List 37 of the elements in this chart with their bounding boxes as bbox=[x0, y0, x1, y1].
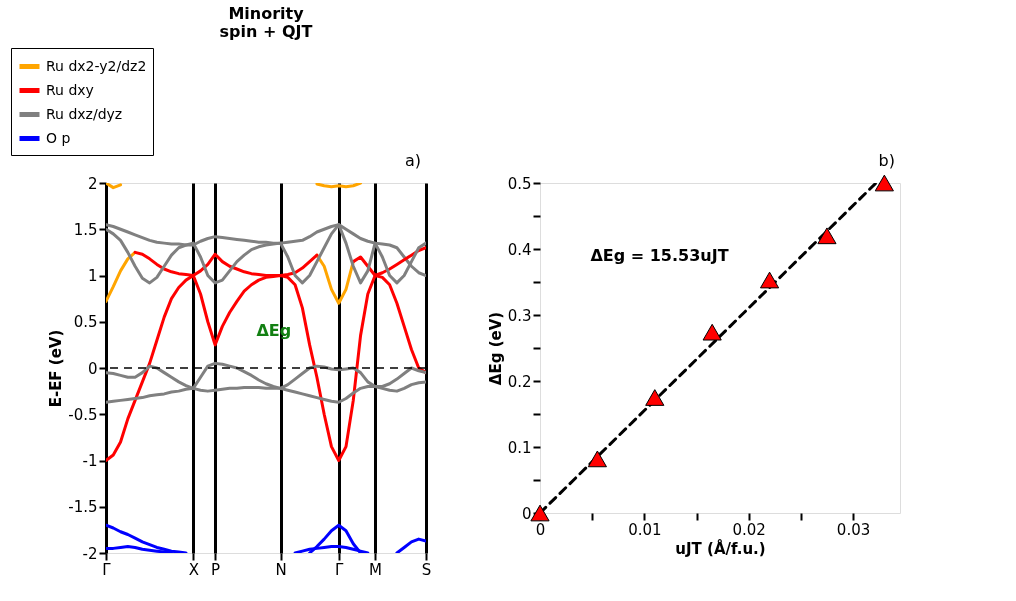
legend-label: Ru dxy bbox=[46, 81, 94, 98]
text: b) bbox=[878, 151, 895, 170]
y-tick-label: 0 bbox=[87, 359, 98, 378]
legend-label: O p bbox=[46, 129, 71, 146]
x-tick-label: 0 bbox=[535, 520, 546, 539]
y-tick-label: 0.2 bbox=[507, 372, 532, 391]
y-tick-label: 2 bbox=[87, 174, 98, 193]
x-tick-label: 0.01 bbox=[628, 520, 662, 539]
x-tick-label: 0.02 bbox=[732, 520, 766, 539]
x-tick-label: P bbox=[211, 560, 221, 579]
x-tick-label: S bbox=[421, 560, 432, 579]
y-tick-label: -1.5 bbox=[68, 498, 98, 517]
y-tick-label: -2 bbox=[82, 544, 98, 563]
y-tick-label: -1 bbox=[82, 452, 98, 470]
y-tick-label: 0 bbox=[521, 504, 532, 523]
x-tick-label: Γ bbox=[335, 560, 345, 579]
x-tick-label: Γ bbox=[102, 560, 112, 579]
x-tick-label: X bbox=[188, 560, 199, 579]
y-tick-label: 0.5 bbox=[507, 174, 532, 193]
y-tick-label: 0.5 bbox=[73, 313, 98, 332]
y-tick-label: -0.5 bbox=[68, 405, 98, 424]
y-tick-label: 0.4 bbox=[507, 240, 532, 259]
x-tick-label: 0.03 bbox=[836, 520, 871, 539]
chart-title: Minority spin + QJT bbox=[219, 3, 313, 41]
y-tick-label: 1 bbox=[87, 267, 98, 285]
legend-label: Ru dxz/dyz bbox=[46, 105, 123, 122]
y-tick-label: 1.5 bbox=[73, 220, 98, 239]
x-axis-title: uJT (Å/f.u.) bbox=[675, 538, 766, 558]
text: a) bbox=[404, 151, 421, 170]
y-tick-label: 0.3 bbox=[507, 306, 532, 325]
annotation: ΔEg = 15.53uJT bbox=[590, 245, 729, 265]
y-axis-title: ΔEg (eV) bbox=[486, 311, 505, 386]
x-tick-label: M bbox=[369, 560, 383, 579]
y-tick-label: 0.1 bbox=[507, 438, 532, 457]
legend-label: Ru dx2-y2/dz2 bbox=[46, 57, 147, 74]
y-axis-title: E-EF (eV) bbox=[47, 329, 66, 408]
x-tick-label: N bbox=[275, 560, 287, 579]
